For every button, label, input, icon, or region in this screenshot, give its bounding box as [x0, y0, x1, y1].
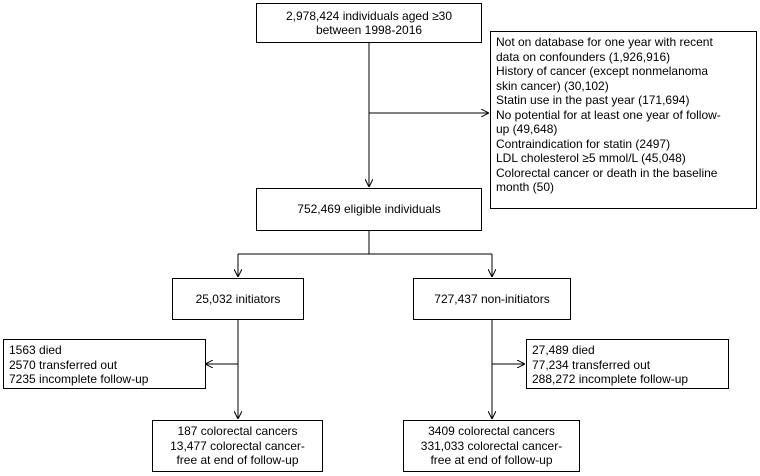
censored-line: 7235 incomplete follow-up [9, 372, 149, 386]
exclusion-line: Not on database for one year with recent [496, 35, 713, 49]
exclusion-line: month (50) [496, 180, 555, 194]
exclusion-line: data on confounders (1,926,916) [496, 49, 671, 64]
exclusion-line: Statin use in the past year (171,694) [496, 93, 690, 107]
population-line: 2,978,424 individuals aged ≥30 [285, 8, 453, 23]
outcome-line: 187 colorectal cancers [177, 424, 298, 439]
outcome-line: 331,033 colorectal cancer- [420, 438, 563, 453]
population-line: between 1998-2016 [315, 23, 423, 37]
outcome-line: 13,477 colorectal cancer- [170, 438, 305, 453]
exclusions-box: Not on database for one year with recent… [490, 31, 757, 209]
exclusion-line: Colorectal cancer or death in the baseli… [496, 165, 718, 180]
outcome-line: free at end of follow-up [430, 453, 553, 468]
outcome-line: free at end of follow-up [176, 453, 299, 468]
outcome-line: 3409 colorectal cancers [428, 424, 555, 439]
exclusion-line: up (49,648) [496, 122, 558, 136]
initiators-text: 25,032 initiators [195, 291, 281, 306]
exclusion-line: skin cancer) (30,102) [496, 78, 609, 93]
non-initiators-text: 727,437 non-initiators [434, 291, 550, 306]
initiators-outcome-box: 187 colorectal cancers 13,477 colorectal… [152, 420, 323, 472]
exclusion-line: No potential for at least one year of fo… [496, 107, 721, 122]
eligible-text: 752,469 eligible individuals [297, 202, 441, 217]
population-box: 2,978,424 individuals aged ≥30 between 1… [256, 3, 482, 43]
exclusion-line: History of cancer (except nonmelanoma [496, 64, 709, 78]
censored-line: 288,272 incomplete follow-up [532, 372, 689, 386]
initiators-censored-box: 1563 died 2570 transferred out 7235 inco… [3, 339, 206, 389]
non-initiators-box: 727,437 non-initiators [413, 278, 571, 320]
eligible-box: 752,469 eligible individuals [256, 188, 482, 231]
censored-line: 27,489 died [532, 343, 595, 357]
initiators-box: 25,032 initiators [172, 278, 304, 320]
non-initiators-censored-box: 27,489 died 77,234 transferred out 288,2… [526, 339, 729, 389]
censored-line: 2570 transferred out [9, 357, 118, 372]
exclusion-line: Contraindication for statin (2497) [496, 136, 671, 151]
censored-line: 77,234 transferred out [532, 357, 651, 372]
censored-line: 1563 died [9, 343, 62, 357]
non-initiators-outcome-box: 3409 colorectal cancers 331,033 colorect… [403, 420, 580, 472]
exclusion-line: LDL cholesterol ≥5 mmol/L (45,048) [496, 151, 686, 165]
